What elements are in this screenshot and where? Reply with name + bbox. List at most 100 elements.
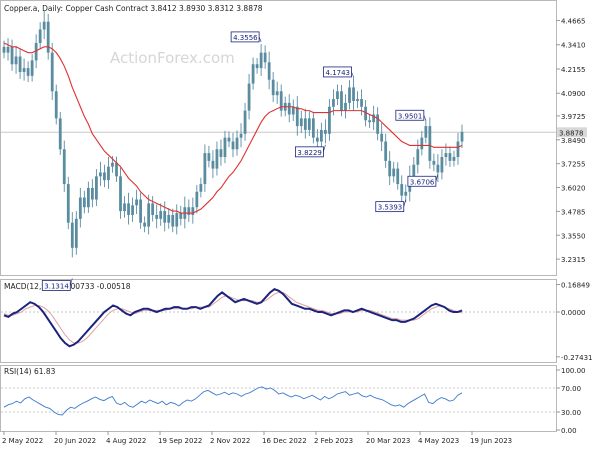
candle-body <box>267 62 271 80</box>
candle-body <box>78 197 82 219</box>
candle-body <box>99 172 102 177</box>
candle-body <box>404 191 408 196</box>
candle-body <box>38 29 42 43</box>
macd-signal-line <box>3 291 463 344</box>
candle-body <box>380 133 384 142</box>
candle-body <box>239 133 243 138</box>
candle-body <box>66 184 70 223</box>
macd-lines <box>3 288 463 348</box>
candle-body <box>211 160 215 169</box>
candle-body <box>18 56 22 72</box>
y-tick-label: 3.8490 <box>561 137 586 145</box>
candle-body <box>424 126 428 138</box>
ma-line <box>3 42 463 214</box>
macd-pane-frame <box>0 279 557 363</box>
x-axis: 2 May 2022 20 Jun 2022 4 Aug 2022 19 Sep 20… <box>2 431 512 445</box>
y-tick-label: 4.4665 <box>561 17 586 25</box>
y-tick-label: 3.9725 <box>561 113 586 121</box>
candle-body <box>448 153 452 161</box>
candle-body <box>344 102 347 111</box>
candle-body <box>2 46 6 53</box>
candle-body <box>235 137 239 150</box>
candle-body <box>199 184 203 192</box>
candle-body <box>82 197 86 208</box>
swing-label-box <box>375 201 405 213</box>
candle-body <box>303 118 307 130</box>
rsi-tick-label: 70.00 <box>561 385 581 393</box>
macd-tick-label: 0.0000 <box>561 309 586 317</box>
candle-body <box>259 52 263 69</box>
candle-body <box>392 168 396 177</box>
x-tick-label: 16 Dec 2022 <box>262 437 307 445</box>
rsi-y-axis: 100.00 70.00 30.00 0.00 <box>1 367 586 435</box>
y-tick-label: 3.4785 <box>561 208 586 216</box>
candle-body <box>287 102 291 115</box>
candle-body <box>420 137 424 150</box>
candle-body <box>336 91 339 100</box>
candle-body <box>416 149 420 165</box>
candle-body <box>103 172 106 181</box>
candle-body <box>54 91 58 119</box>
x-tick-label: 20 Jun 2022 <box>54 437 96 445</box>
x-tick-label: 19 Sep 2022 <box>158 437 202 445</box>
macd-tick-label: -0.27431 <box>561 354 592 362</box>
candle-body <box>163 211 167 223</box>
moving-average <box>3 42 463 214</box>
candle-body <box>191 207 195 215</box>
candle-body <box>22 68 26 72</box>
candle-body <box>175 213 179 227</box>
candle-body <box>74 218 78 248</box>
candle-body <box>368 120 371 123</box>
rsi-tick-label: 100.00 <box>561 367 586 375</box>
candle-body <box>167 214 171 223</box>
price-candles <box>2 11 464 258</box>
candle-body <box>34 42 38 61</box>
y-tick-label: 4.2155 <box>561 66 586 74</box>
candle-body <box>46 21 50 53</box>
swing-label-box <box>295 146 324 158</box>
y-tick-label: 3.2315 <box>561 256 586 264</box>
candle-body <box>275 91 279 96</box>
candle-body <box>243 110 247 134</box>
y-tick-label: 3.3550 <box>561 232 586 240</box>
candle-body <box>223 137 227 157</box>
swing-label: 3.5393 <box>378 204 403 212</box>
candle-body <box>227 137 231 142</box>
swing-label-box <box>407 175 437 187</box>
candle-body <box>219 149 223 157</box>
candle-body <box>107 166 110 181</box>
candle-body <box>135 199 138 206</box>
candle-body <box>50 52 54 92</box>
x-tick-label: 2 Feb 2023 <box>314 437 353 445</box>
rsi-pane-frame <box>0 365 557 432</box>
candle-body <box>139 199 142 223</box>
candle-body <box>231 141 235 150</box>
candle-body <box>364 106 367 121</box>
candle-body <box>324 129 327 134</box>
rsi-series-line <box>3 386 463 416</box>
candle-body <box>30 60 34 76</box>
candle-body <box>90 187 94 200</box>
candle-body <box>127 203 130 215</box>
watermark: ActionForex.com <box>110 49 235 67</box>
candle-body <box>247 83 251 111</box>
swing-labels: 3.1314 4.3556 4.1743 3.8229 3.5393 3.9501 3.67… <box>41 31 439 291</box>
candle-body <box>6 46 10 53</box>
rsi-tick-label: 0.00 <box>561 427 577 435</box>
current-price-label: 3.8878 <box>559 129 584 137</box>
macd-main-line <box>3 288 463 348</box>
swing-label: 3.1314 <box>44 282 69 290</box>
candle-body <box>400 184 404 196</box>
candle-body <box>255 64 259 69</box>
swing-label-box <box>230 31 260 43</box>
swing-label: 4.3556 <box>233 34 258 42</box>
candle-body <box>332 99 335 107</box>
candle-body <box>271 79 275 96</box>
candle-body <box>187 207 191 215</box>
candle-body <box>348 87 351 103</box>
y-tick-label: 3.6020 <box>561 185 586 193</box>
candle-body <box>436 164 440 173</box>
main-y-axis: 4.4665 4.3410 4.2155 4.0900 3.9725 3.8490 3.72… <box>1 17 587 264</box>
macd-y-axis: 0.16849 0.0000 -0.27431 <box>1 282 592 362</box>
